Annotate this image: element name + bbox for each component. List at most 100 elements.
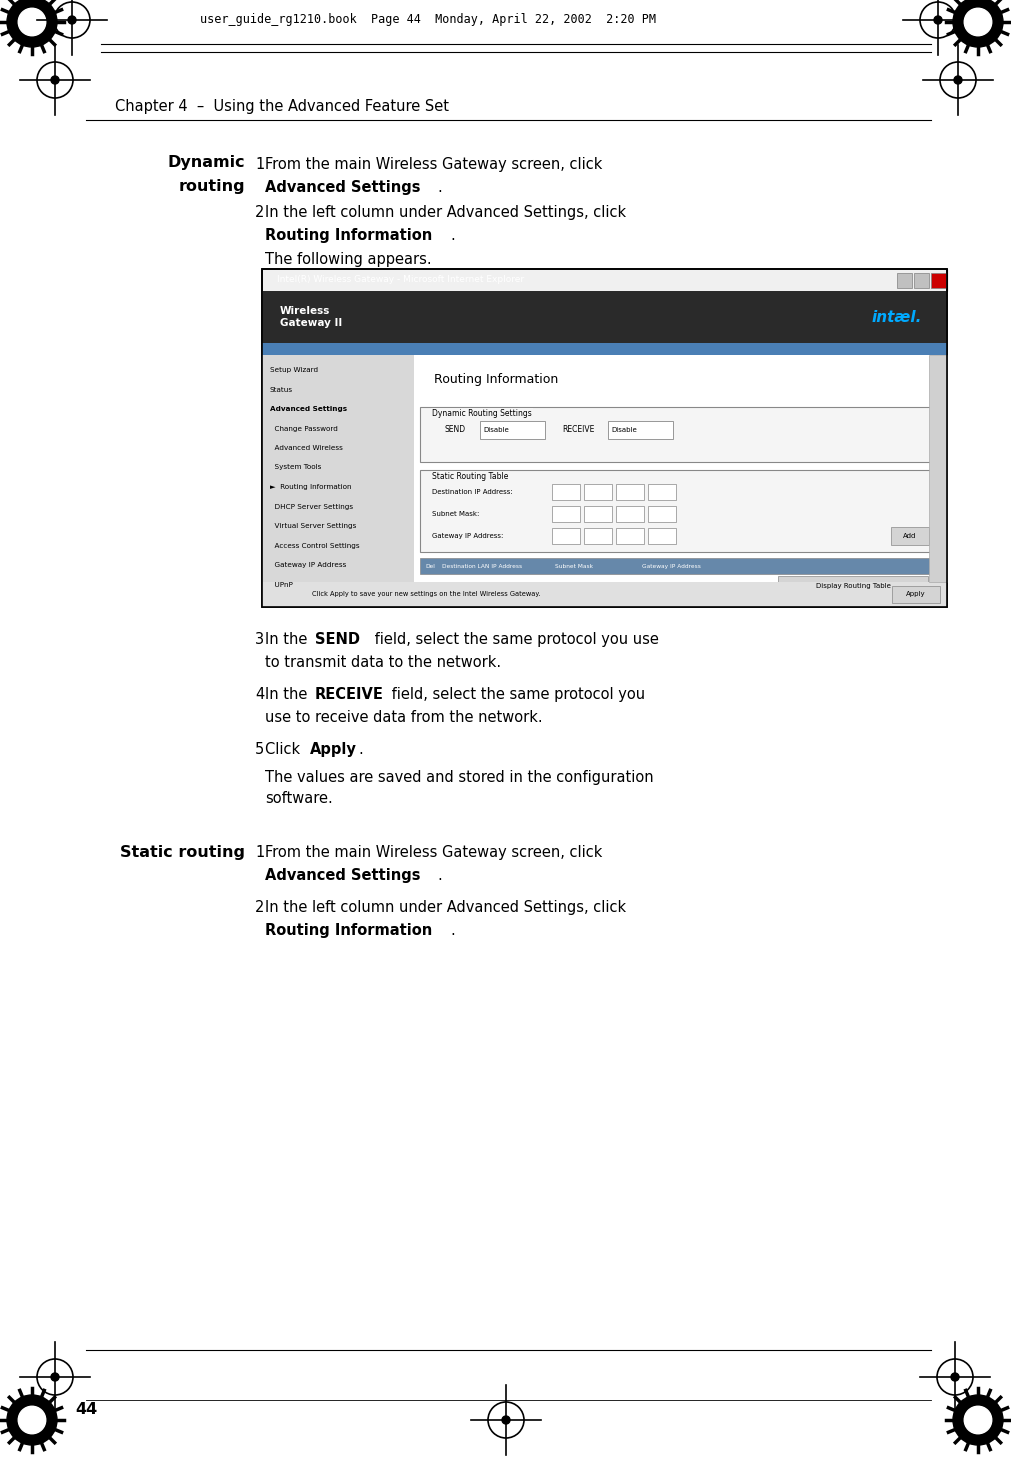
Text: Access Control Settings: Access Control Settings (270, 542, 359, 548)
Bar (647, 506, 675, 522)
Text: Disable: Disable (482, 427, 509, 433)
Text: Setup Wizard: Setup Wizard (270, 367, 317, 373)
Text: Intel(R) Wireless Gateway - Microsoft Internet Explorer: Intel(R) Wireless Gateway - Microsoft In… (277, 275, 524, 285)
Circle shape (7, 0, 57, 47)
Text: SEND: SEND (314, 632, 360, 648)
Bar (413, 355, 946, 607)
Text: Gateway IP Address: Gateway IP Address (270, 561, 346, 569)
Bar (420, 406, 932, 462)
Bar (262, 344, 946, 355)
Circle shape (68, 16, 76, 23)
Bar (420, 469, 932, 553)
Circle shape (51, 76, 59, 83)
Circle shape (952, 0, 1002, 47)
Text: ►  Routing Information: ► Routing Information (270, 484, 351, 490)
Circle shape (7, 1395, 57, 1444)
Text: Disable: Disable (611, 427, 636, 433)
Text: 2: 2 (255, 901, 264, 915)
Circle shape (501, 1417, 510, 1424)
Text: Static Routing Table: Static Routing Table (432, 472, 508, 481)
Text: Status: Status (270, 386, 293, 392)
Text: Display Routing Table: Display Routing Table (815, 583, 890, 589)
Bar (551, 506, 579, 522)
Text: 1: 1 (255, 156, 264, 173)
Text: UPnP: UPnP (270, 582, 292, 588)
Bar (891, 586, 939, 602)
Text: Subnet Mask:: Subnet Mask: (432, 512, 479, 518)
Text: Del: Del (425, 563, 435, 569)
Text: In the: In the (265, 632, 311, 648)
Text: .: . (358, 743, 362, 757)
Text: Routing Information: Routing Information (265, 923, 432, 939)
Circle shape (953, 76, 961, 83)
Bar (583, 528, 612, 544)
Text: Click Apply to save your new settings on the Intel Wireless Gateway.: Click Apply to save your new settings on… (311, 592, 540, 598)
Text: Subnet Mask: Subnet Mask (554, 563, 592, 569)
Text: routing: routing (178, 180, 245, 194)
Text: Apply: Apply (905, 592, 925, 598)
Text: In the left column under Advanced Settings, click: In the left column under Advanced Settin… (265, 901, 626, 915)
Text: Change Password: Change Password (270, 425, 338, 431)
Circle shape (952, 1395, 1002, 1444)
Bar (262, 355, 413, 607)
Text: The following appears.: The following appears. (265, 251, 432, 268)
Bar (647, 528, 675, 544)
Bar (262, 582, 946, 607)
Text: From the main Wireless Gateway screen, click: From the main Wireless Gateway screen, c… (265, 845, 602, 860)
Text: Dynamic Routing Settings: Dynamic Routing Settings (432, 409, 531, 418)
Circle shape (18, 1406, 45, 1434)
FancyBboxPatch shape (262, 269, 946, 291)
Text: 3: 3 (255, 632, 264, 648)
Text: user_guide_rg1210.book  Page 44  Monday, April 22, 2002  2:20 PM: user_guide_rg1210.book Page 44 Monday, A… (200, 13, 655, 26)
Text: Gateway IP Address:: Gateway IP Address: (432, 534, 502, 539)
Bar (616, 506, 643, 522)
Text: 44: 44 (75, 1402, 97, 1418)
Text: System Tools: System Tools (270, 465, 321, 471)
Bar (262, 269, 946, 607)
Text: Click: Click (265, 743, 304, 757)
Text: SEND: SEND (445, 424, 466, 434)
Text: Wireless
Gateway II: Wireless Gateway II (280, 306, 342, 327)
Text: Destination LAN IP Address: Destination LAN IP Address (442, 563, 522, 569)
Bar (583, 484, 612, 500)
Text: In the: In the (265, 687, 311, 702)
Circle shape (963, 9, 991, 35)
Circle shape (933, 16, 941, 23)
Text: In the left column under Advanced Settings, click: In the left column under Advanced Settin… (265, 205, 626, 219)
Text: Chapter 4  –  Using the Advanced Feature Set: Chapter 4 – Using the Advanced Feature S… (115, 99, 449, 114)
Bar (551, 484, 579, 500)
Bar (930, 273, 945, 288)
Text: 4: 4 (255, 687, 264, 702)
Text: field, select the same protocol you: field, select the same protocol you (386, 687, 644, 702)
Text: Destination IP Address:: Destination IP Address: (432, 488, 513, 496)
Bar (896, 273, 911, 288)
Text: Advanced Settings: Advanced Settings (265, 868, 421, 883)
Bar (616, 484, 643, 500)
Bar (777, 576, 927, 596)
Text: 1: 1 (255, 845, 264, 860)
Text: Gateway IP Address: Gateway IP Address (641, 563, 701, 569)
Circle shape (18, 9, 45, 35)
Bar (647, 484, 675, 500)
Bar (583, 506, 612, 522)
Text: Advanced Settings: Advanced Settings (265, 180, 421, 194)
Text: Virtual Server Settings: Virtual Server Settings (270, 523, 356, 529)
Circle shape (950, 1373, 958, 1382)
Bar (608, 421, 672, 439)
Text: 5: 5 (255, 743, 264, 757)
Text: Apply: Apply (309, 743, 357, 757)
Text: .: . (437, 180, 442, 194)
Text: .: . (437, 868, 442, 883)
Text: Static routing: Static routing (120, 845, 245, 860)
Text: to transmit data to the network.: to transmit data to the network. (265, 655, 500, 670)
Bar (913, 273, 928, 288)
Bar (479, 421, 545, 439)
Circle shape (51, 1373, 59, 1382)
Text: RECEIVE: RECEIVE (314, 687, 383, 702)
Bar (262, 355, 946, 607)
Bar (928, 355, 946, 582)
Text: Routing Information: Routing Information (265, 228, 432, 243)
Text: The values are saved and stored in the configuration
software.: The values are saved and stored in the c… (265, 770, 653, 806)
Bar (262, 269, 946, 607)
Text: .: . (450, 923, 454, 939)
